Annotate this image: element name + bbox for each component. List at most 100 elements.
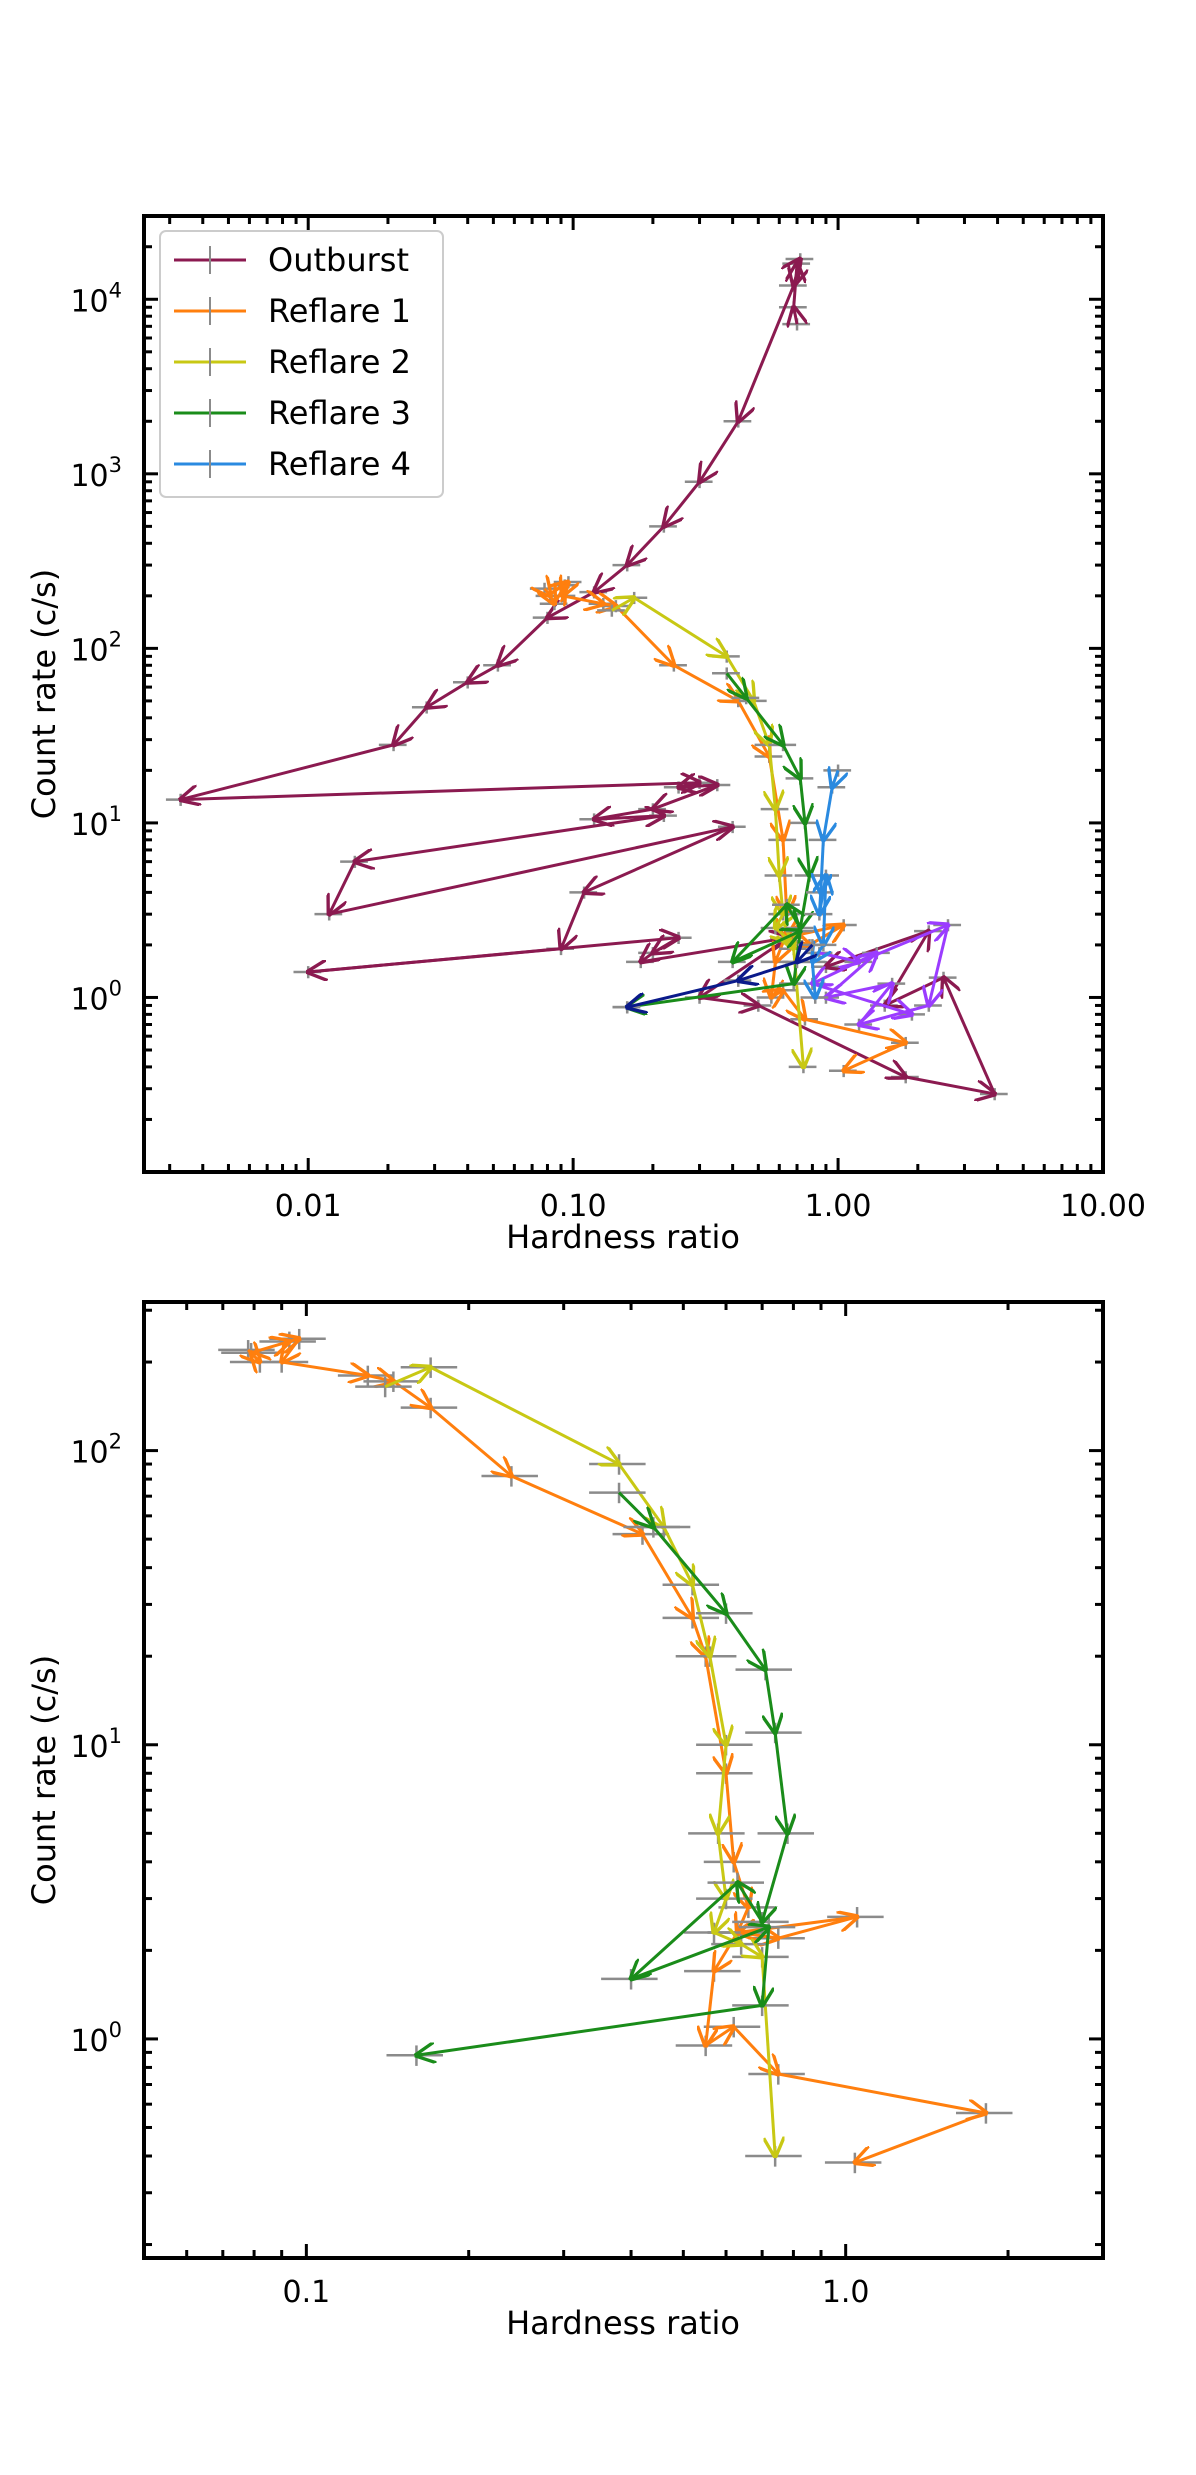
series-segment xyxy=(905,1075,995,1094)
bottom-xlabel: Hardness ratio xyxy=(506,2304,740,2342)
series-segment xyxy=(181,743,394,800)
series-segment xyxy=(584,825,734,893)
series-segment xyxy=(844,1041,907,1071)
series-segment xyxy=(777,1917,857,1940)
series-segment xyxy=(652,1526,726,1613)
series-segment xyxy=(732,931,801,964)
y-tick-label: 103 xyxy=(70,453,122,494)
series-segment xyxy=(800,778,805,823)
bottom-ylabel: Count rate (c/s) xyxy=(25,1655,63,1905)
series-segment xyxy=(781,744,800,778)
x-tick-label: 0.01 xyxy=(275,1189,342,1224)
series-segment xyxy=(627,982,794,1008)
series-segment xyxy=(429,1406,512,1476)
legend-label-reflare-3: Reflare 3 xyxy=(268,394,411,432)
series-segment xyxy=(775,809,779,875)
series-segment xyxy=(855,2111,987,2163)
series-segment xyxy=(800,875,809,928)
legend-entry-reflare-4: Reflare 4 xyxy=(174,445,411,483)
legend-label-reflare-2: Reflare 2 xyxy=(268,343,411,381)
top-panel: 0.01 0.10 1.00 10.00 100 101 102 103 104 Hardnes… xyxy=(25,214,1146,1256)
series-segment xyxy=(737,1906,748,1932)
y-tick-label: 100 xyxy=(70,2018,122,2059)
x-tick-label: 0.1 xyxy=(282,2275,330,2310)
series-segment xyxy=(704,2027,734,2047)
series-segment xyxy=(627,979,739,1008)
top-axes-frame xyxy=(142,214,1105,1174)
series-segment xyxy=(732,2025,779,2074)
series-segment xyxy=(765,1669,775,1733)
series-segment xyxy=(308,938,678,974)
series-segment xyxy=(724,1612,765,1669)
series-segment xyxy=(771,990,783,997)
y-tick-label: 102 xyxy=(70,1430,122,1471)
series-segment xyxy=(714,1898,726,1933)
series-segment xyxy=(562,582,568,596)
series-segment xyxy=(804,1017,906,1043)
series-segment xyxy=(726,1773,734,1862)
series-segment xyxy=(704,1655,726,1773)
top-ylabel: Count rate (c/s) xyxy=(25,569,63,819)
x-tick-label: 1.00 xyxy=(805,1189,872,1224)
series-segment xyxy=(594,563,629,592)
series-segment xyxy=(328,827,732,916)
series-segment xyxy=(725,672,746,698)
series-segment xyxy=(427,680,469,707)
series-segment xyxy=(394,706,428,745)
series-segment xyxy=(691,1584,710,1656)
series-segment xyxy=(700,420,740,482)
legend-label-reflare-1: Reflare 1 xyxy=(268,292,411,330)
series-segment xyxy=(785,914,787,938)
series-segment xyxy=(773,1732,787,1834)
y-tick-label: 101 xyxy=(70,1724,122,1765)
series-segment xyxy=(653,783,718,809)
series-segment xyxy=(281,1360,368,1375)
series-segment xyxy=(757,1004,905,1077)
series-segment xyxy=(673,663,738,701)
series-segment xyxy=(699,997,759,1005)
bottom-plot-content xyxy=(218,1328,1013,2174)
series-segment xyxy=(823,875,826,944)
top-xlabel: Hardness ratio xyxy=(506,1218,740,1256)
series-segment xyxy=(641,1533,692,1618)
series-segment xyxy=(708,1655,726,1745)
bottom-series-reflare-2 xyxy=(355,1357,802,2167)
bottom-ticks: 0.1 1.0 100 101 102 xyxy=(70,1302,1105,2310)
series-segment xyxy=(611,598,634,611)
series-segment xyxy=(778,2072,986,2113)
series-segment xyxy=(737,1915,858,1933)
series-segment xyxy=(745,697,783,745)
series-segment xyxy=(355,814,665,862)
legend: Outburst Reflare 1 Reflare 2 Reflare 3 R xyxy=(159,230,444,498)
series-segment xyxy=(282,1337,300,1362)
x-tick-label: 10.00 xyxy=(1060,1189,1146,1224)
series-segment xyxy=(640,938,789,964)
series-segment xyxy=(706,1970,714,2045)
series-segment xyxy=(794,258,801,285)
series-segment xyxy=(561,891,586,948)
series-segment xyxy=(468,665,499,682)
top-series-reflare-3 xyxy=(612,667,823,1013)
series-segment xyxy=(617,1463,664,1527)
series-segment xyxy=(787,905,801,929)
series-segment xyxy=(823,787,832,840)
x-tick-label: 0.10 xyxy=(540,1189,607,1224)
series-segment xyxy=(367,1376,394,1382)
legend-label-outburst: Outburst xyxy=(268,241,409,279)
series-segment xyxy=(769,744,775,809)
series-segment xyxy=(180,783,700,802)
y-tick-label: 102 xyxy=(70,627,122,668)
series-segment xyxy=(627,525,665,565)
series-segment xyxy=(943,978,997,1095)
y-tick-label: 100 xyxy=(70,976,122,1017)
legend-label-reflare-4: Reflare 4 xyxy=(268,445,411,483)
series-segment xyxy=(416,2003,763,2055)
series-segment xyxy=(498,616,549,666)
series-segment xyxy=(832,770,838,787)
series-segment xyxy=(738,960,798,981)
series-segment xyxy=(603,604,616,606)
bottom-panel: 0.1 1.0 100 101 102 Hardness ratio Count rat… xyxy=(25,1300,1105,2342)
legend-entry-reflare-3: Reflare 3 xyxy=(174,394,411,432)
series-segment xyxy=(614,604,674,665)
